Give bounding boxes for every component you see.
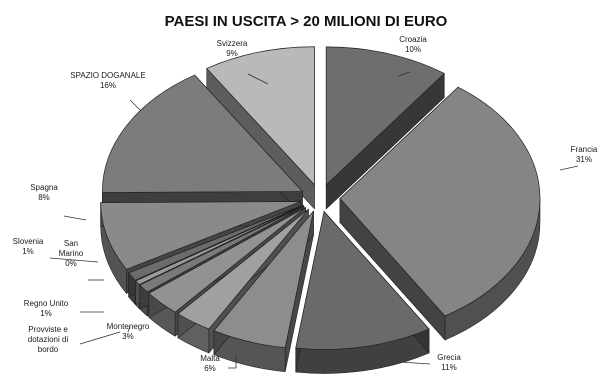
slice-top-malta bbox=[213, 210, 314, 349]
leader-line-provviste-e-dotazioni-di-bordo bbox=[79, 331, 121, 345]
leader-line-spazio-doganale bbox=[129, 99, 141, 111]
slice-label-slovenia: Slovenia bbox=[13, 237, 44, 246]
slice-label-provviste-e-dotazioni-di-bordo-1: dotazioni di bbox=[28, 335, 69, 344]
slice-svizzera bbox=[206, 46, 315, 210]
slice-label-croazia: Croazia bbox=[399, 35, 427, 44]
slice-grecia bbox=[295, 210, 430, 374]
slice-pct-regno-unito: 1% bbox=[40, 309, 52, 318]
leader-line-grecia bbox=[399, 361, 431, 365]
slice-label-san-marino-0: San bbox=[64, 239, 78, 248]
slice-label-provviste-e-dotazioni-di-bordo-0: Provviste e bbox=[28, 325, 68, 334]
slice-pct-spagna: 8% bbox=[38, 193, 50, 202]
pie-slices bbox=[100, 46, 541, 374]
slice-label-svizzera: Svizzera bbox=[217, 39, 248, 48]
slice-pct-svizzera: 9% bbox=[226, 49, 238, 58]
slice-top-slovenia bbox=[128, 204, 304, 281]
slice-pct-croazia: 10% bbox=[405, 45, 421, 54]
slice-label-regno-unito: Regno Unito bbox=[24, 299, 69, 308]
slice-francia bbox=[339, 86, 541, 341]
slice-top-svizzera bbox=[206, 46, 315, 186]
slice-top-spazio-doganale bbox=[102, 74, 304, 193]
slice-croazia bbox=[325, 46, 445, 210]
leader-line-montenegro bbox=[127, 325, 131, 333]
chart-title: PAESI IN USCITA > 20 MILIONI DI EURO bbox=[165, 13, 448, 30]
slice-pct-francia: 31% bbox=[576, 155, 592, 164]
leader-line-malta bbox=[228, 356, 237, 369]
slice-label-francia: Francia bbox=[571, 145, 598, 154]
leader-line-spagna bbox=[63, 215, 87, 221]
leader-line-slovenia bbox=[49, 257, 99, 263]
slice-top-spagna bbox=[100, 201, 301, 270]
leader-line-svizzera bbox=[247, 73, 269, 85]
slice-top-grecia bbox=[295, 210, 430, 350]
slice-top-croazia bbox=[325, 46, 445, 186]
slice-pct-malta: 6% bbox=[204, 364, 216, 373]
slice-label-malta: Malta bbox=[200, 354, 220, 363]
slice-label-spagna: Spagna bbox=[30, 183, 58, 192]
slice-pct-montenegro: 3% bbox=[122, 332, 134, 341]
slice-malta bbox=[213, 210, 314, 372]
slice-label-provviste-e-dotazioni-di-bordo-2: bordo bbox=[38, 345, 59, 354]
slice-top-provviste-e-dotazioni-di-bordo bbox=[177, 208, 309, 330]
slice-label-grecia: Grecia bbox=[437, 353, 461, 362]
leader-line-croazia bbox=[397, 71, 411, 77]
slice-pct-grecia: 11% bbox=[441, 363, 456, 372]
slice-label-montenegro: Montenegro bbox=[107, 322, 150, 331]
slice-label-san-marino-1: Marino bbox=[59, 249, 84, 258]
leader-line-francia bbox=[559, 165, 579, 171]
slice-top-francia bbox=[339, 86, 541, 317]
slice-pct-spazio-doganale: 16% bbox=[100, 81, 116, 90]
slice-top-san-marino bbox=[135, 205, 304, 285]
slice-top-montenegro bbox=[148, 207, 306, 313]
slice-pct-slovenia: 1% bbox=[22, 247, 34, 256]
slice-top-regno-unito bbox=[139, 205, 305, 293]
slice-pct-san-marino: 0% bbox=[65, 259, 77, 268]
slice-label-spazio-doganale: SPAZIO DOGANALE bbox=[70, 71, 145, 80]
